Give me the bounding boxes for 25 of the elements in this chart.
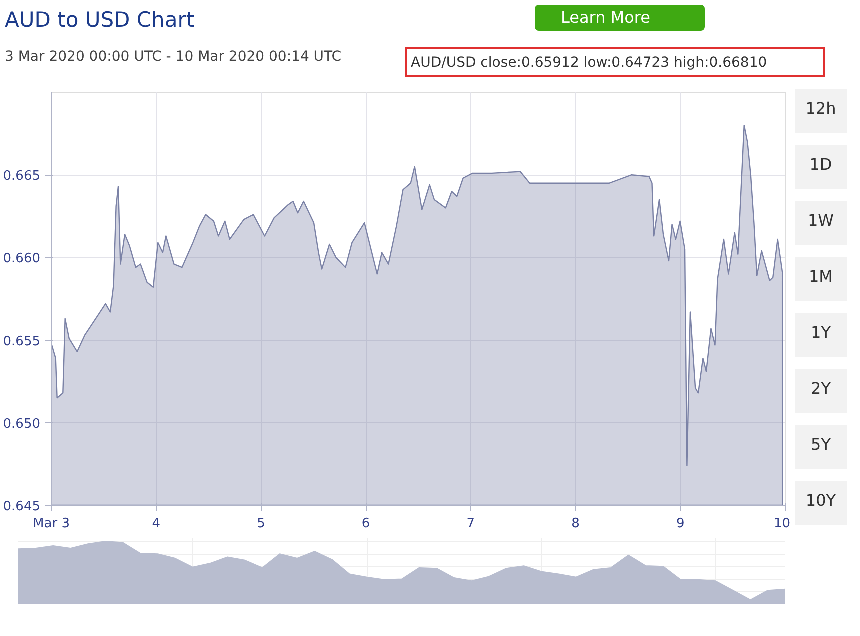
text: 10Y <box>806 490 836 512</box>
text: 1Y <box>811 322 831 344</box>
x-tick-label: 5 <box>257 516 266 532</box>
text: 1W <box>808 210 834 232</box>
x-tick-label: Mar 3 <box>33 516 70 532</box>
x-tick-label: 9 <box>676 516 685 532</box>
x-tick-label: 6 <box>362 516 370 532</box>
y-tick-label: 0.645 <box>3 500 40 514</box>
y-tick-label: 0.660 <box>3 252 40 267</box>
text: AUD/USD close:0.65912 low:0.64723 high:0.66810 <box>411 54 768 73</box>
x-tick-label: 8 <box>572 516 580 532</box>
chart-title: AUD to USD Chart <box>5 7 195 34</box>
text: 2Y <box>811 378 831 400</box>
text: 12h <box>806 98 836 120</box>
text: 1M <box>809 266 833 288</box>
text: Learn More <box>561 7 650 29</box>
y-tick-label: 0.650 <box>3 416 40 432</box>
y-tick-label: 0.665 <box>3 169 40 184</box>
y-tick-label: 0.655 <box>3 334 40 350</box>
text: 5Y <box>811 434 831 456</box>
chart-subtitle: 3 Mar 2020 00:00 UTC - 10 Mar 2020 00:14 UTC <box>5 48 342 67</box>
text: 1D <box>810 154 832 176</box>
x-tick-label: 4 <box>152 516 161 532</box>
x-tick-label: 10 <box>774 516 791 532</box>
x-tick-label: 7 <box>466 516 476 532</box>
